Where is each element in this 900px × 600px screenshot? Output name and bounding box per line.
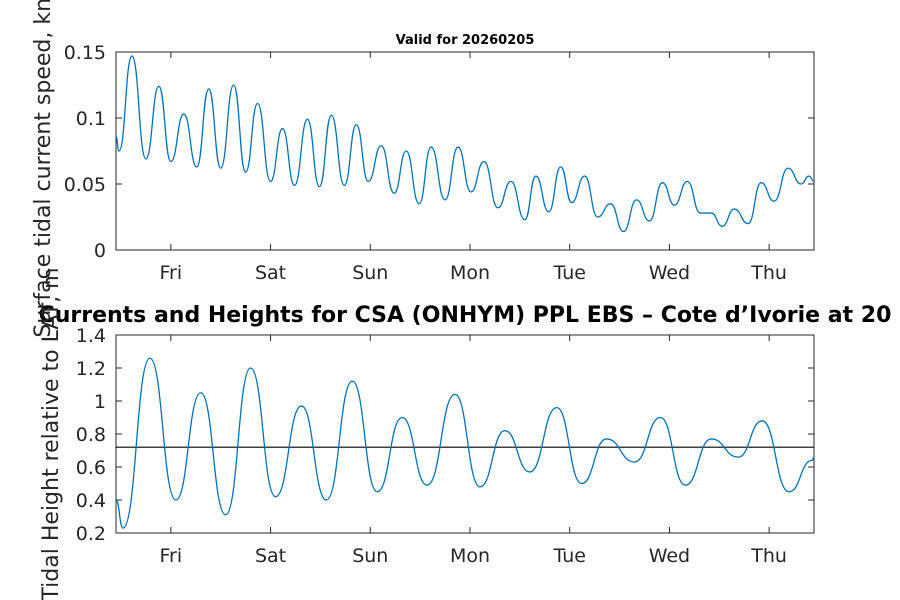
y-axis-label: Surface tidal current speed, knots [31, 0, 56, 338]
x-tick-label: Fri [160, 262, 183, 284]
x-tick-label: Mon [450, 545, 490, 567]
series-line [115, 357, 815, 529]
plot-area [115, 334, 815, 534]
y-tick-label: 1.4 [76, 325, 106, 347]
y-tick-label: 0.1 [76, 108, 106, 130]
y-tick-label: 0.15 [64, 42, 106, 64]
chart-title: Valid for 20260205 [396, 33, 535, 48]
x-tick-label: Tue [552, 262, 585, 284]
y-tick-label: 1 [94, 391, 106, 413]
x-tick-label: Thu [750, 545, 787, 567]
chart-panel-1: 0 0.05 0.1 0.15 Fri Sat Sun Mon Tue Wed Thu Valid f… [31, 0, 815, 338]
y-tick-label: 0.4 [76, 490, 106, 512]
x-tick-label: Thu [750, 262, 787, 284]
chart-panel-2: 0.2 0.4 0.6 0.8 1 1.2 1.4 Fri Sat Sun Mon Tue Wed Thu… [39, 267, 892, 600]
y-tick-label: 0.6 [76, 457, 106, 479]
plot-area [115, 51, 815, 251]
x-tick-label: Wed [649, 262, 690, 284]
y-axis-label: Tidal Height relative to LAT, m [39, 267, 64, 600]
y-tick-label: 0 [94, 240, 106, 262]
series-line [115, 55, 815, 233]
chart-title: Currents and Heights for CSA (ONHYM) PPL… [39, 303, 892, 328]
x-tick-label: Sat [255, 262, 286, 284]
x-tick-label: Sun [352, 545, 388, 567]
x-tick-label: Tue [552, 545, 585, 567]
y-tick-label: 1.2 [76, 358, 106, 380]
y-tick-label: 0.05 [64, 174, 106, 196]
x-tick-label: Sat [255, 545, 286, 567]
x-tick-label: Fri [160, 545, 183, 567]
x-tick-label: Wed [649, 545, 690, 567]
x-tick-label: Mon [450, 262, 490, 284]
x-tick-label: Sun [352, 262, 388, 284]
y-tick-label: 0.2 [76, 523, 106, 545]
y-tick-label: 0.8 [76, 424, 106, 446]
